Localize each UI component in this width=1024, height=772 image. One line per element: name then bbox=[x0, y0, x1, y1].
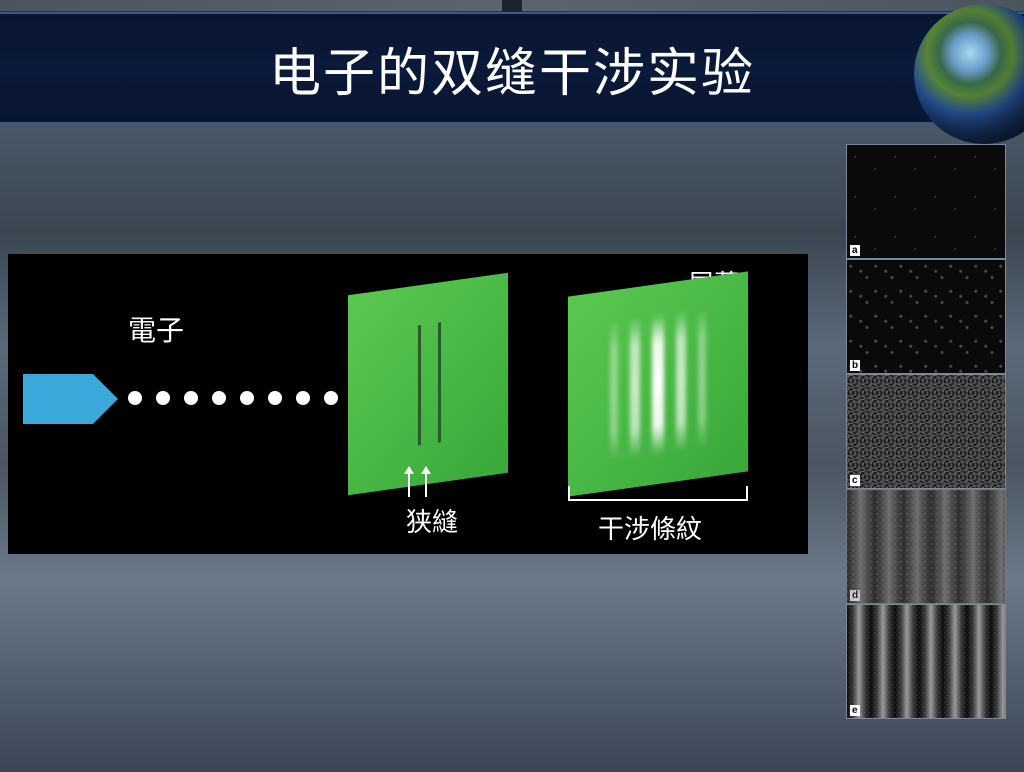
experiment-diagram: 電子 狭縫 屏幕 干 bbox=[8, 254, 808, 554]
electron-dot bbox=[212, 391, 226, 405]
slit-1 bbox=[418, 325, 421, 445]
title-bar: 电子的双缝干涉实验 bbox=[0, 12, 1024, 124]
result-panel-d: d bbox=[846, 489, 1006, 604]
electron-emitter bbox=[23, 374, 93, 424]
panel-label: a bbox=[850, 245, 860, 256]
electron-dot bbox=[240, 391, 254, 405]
electron-dot bbox=[128, 391, 142, 405]
electron-dot bbox=[184, 391, 198, 405]
content-area: 電子 狭縫 屏幕 干 bbox=[0, 124, 1024, 772]
interference-fringe bbox=[610, 320, 618, 461]
top-bar bbox=[0, 0, 1024, 12]
interference-fringe bbox=[630, 317, 640, 458]
result-panel-b: b bbox=[846, 259, 1006, 374]
interference-fringe bbox=[676, 310, 686, 451]
pattern-label: 干涉條紋 bbox=[598, 509, 702, 546]
interference-fringe bbox=[698, 307, 706, 448]
panel-label: c bbox=[850, 475, 860, 486]
slit-label: 狭縫 bbox=[406, 502, 458, 539]
result-panel-c: c bbox=[846, 374, 1006, 489]
arrow-up-icon bbox=[425, 472, 427, 497]
screen-bracket bbox=[568, 486, 748, 501]
detection-screen bbox=[568, 271, 748, 496]
electron-dot bbox=[156, 391, 170, 405]
slide-title: 电子的双缝干涉实验 bbox=[269, 31, 755, 106]
panel-label: d bbox=[850, 590, 860, 601]
panel-label: e bbox=[850, 705, 860, 716]
electron-label: 電子 bbox=[128, 309, 184, 349]
result-panel-a: a bbox=[846, 144, 1006, 259]
electron-dot bbox=[268, 391, 282, 405]
slit-2 bbox=[438, 322, 441, 442]
top-divider bbox=[502, 0, 522, 12]
electron-dot bbox=[296, 391, 310, 405]
electron-dot bbox=[324, 391, 338, 405]
panel-label: b bbox=[850, 360, 860, 371]
earth-globe-icon bbox=[914, 4, 1024, 144]
results-column: a b c d e bbox=[846, 144, 1006, 719]
result-panel-e: e bbox=[846, 604, 1006, 719]
slit-indicator-arrows bbox=[408, 472, 427, 497]
interference-fringe bbox=[652, 313, 664, 455]
double-slit-panel bbox=[348, 273, 508, 495]
electron-beam bbox=[128, 391, 366, 405]
arrow-up-icon bbox=[408, 472, 410, 497]
